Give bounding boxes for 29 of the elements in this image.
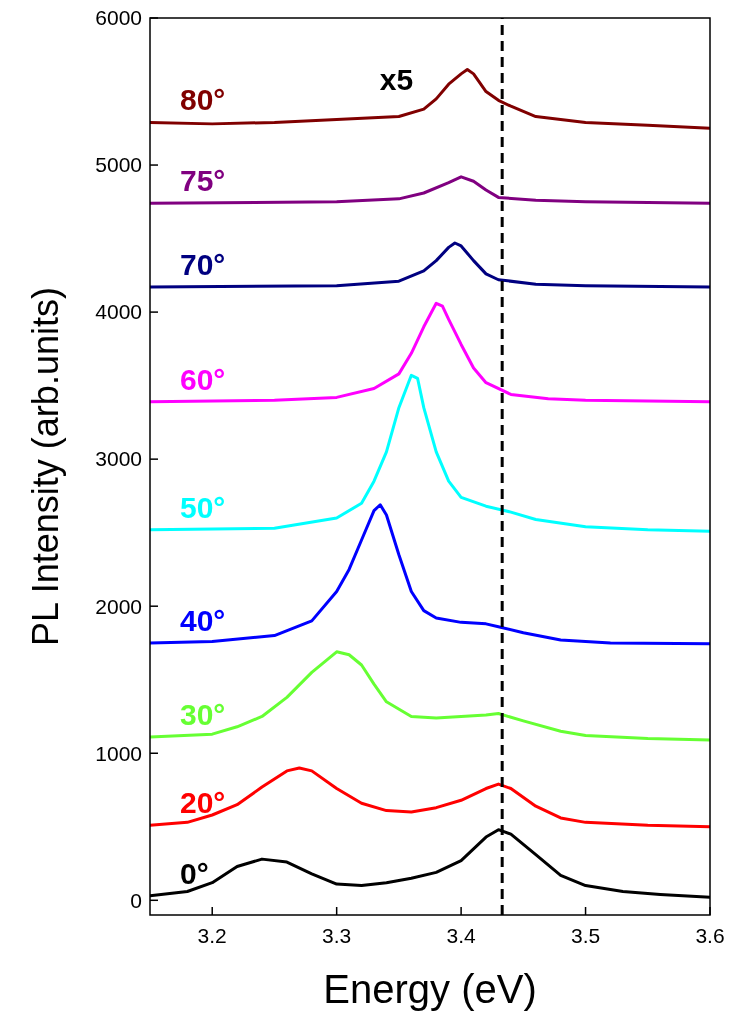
line-series	[150, 766, 710, 829]
x-tick-label: 3.6	[695, 924, 725, 947]
line-series	[150, 301, 710, 404]
y-tick-label: 4000	[95, 300, 142, 324]
series-label: 60°	[180, 362, 226, 396]
x-tick-label: 3.2	[197, 924, 227, 947]
y-tick-label: 6000	[95, 6, 142, 30]
series-label: 0°	[180, 856, 209, 890]
series-label: 70°	[180, 248, 226, 282]
y-tick-label: 0	[130, 888, 142, 912]
y-tick-label: 2000	[95, 594, 142, 618]
x-tick-label: 3.4	[446, 924, 477, 947]
series-label: 20°	[180, 786, 226, 820]
y-tick-label: 5000	[95, 153, 142, 177]
series-label: 30°	[180, 698, 226, 732]
series-label: 75°	[180, 164, 226, 198]
series-label: 50°	[180, 490, 226, 524]
x-axis-title: Energy (eV)	[323, 967, 537, 1011]
x-tick-label: 3.5	[570, 924, 601, 947]
annotation: x5	[379, 63, 414, 96]
y-axis-title: PL Intensity (arb.units)	[25, 287, 66, 646]
x-tick-label: 3.3	[322, 924, 352, 947]
line-series	[150, 67, 710, 130]
line-series	[150, 650, 710, 742]
line-series	[150, 241, 710, 289]
series-label: 40°	[180, 603, 226, 637]
y-tick-label: 3000	[95, 447, 142, 471]
series-label: 80°	[180, 83, 226, 117]
y-tick-label: 1000	[95, 741, 142, 765]
